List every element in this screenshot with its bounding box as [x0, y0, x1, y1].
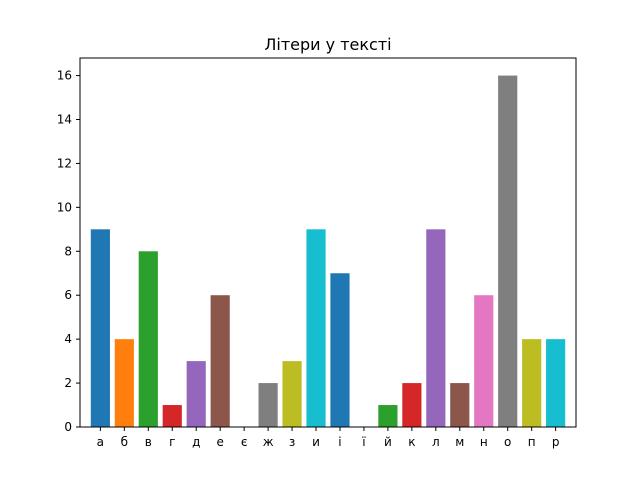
bar-18 — [522, 339, 542, 427]
x-tick-label: л — [432, 435, 440, 449]
x-tick-label: е — [216, 435, 223, 449]
x-tick-label: и — [312, 435, 320, 449]
chart-title: Літери у тексті — [264, 35, 391, 54]
y-tick-label: 4 — [64, 332, 72, 346]
bar-14 — [426, 229, 446, 427]
plot-frame — [79, 57, 577, 428]
x-tick-label: а — [97, 435, 104, 449]
x-tick-label: б — [121, 435, 128, 449]
bar-17 — [498, 75, 518, 428]
x-tick-label: н — [480, 435, 488, 449]
bar-15 — [450, 383, 470, 427]
y-tick-label: 12 — [57, 156, 72, 170]
x-tick-label: і — [338, 435, 341, 449]
y-tick-label: 6 — [64, 288, 72, 302]
x-tick-label: ж — [263, 435, 274, 449]
bar-3 — [162, 405, 182, 427]
bar-0 — [90, 229, 110, 427]
x-tick-label: й — [384, 435, 392, 449]
bar-10 — [330, 273, 350, 427]
x-tick-label: ї — [361, 435, 366, 449]
y-tick-label: 16 — [57, 69, 72, 83]
y-tick-label: 14 — [57, 113, 72, 127]
x-tick-label: м — [455, 435, 464, 449]
bar-12 — [378, 405, 398, 427]
x-tick-label: п — [528, 435, 536, 449]
y-tick-label: 10 — [57, 200, 72, 214]
x-tick-label: г — [169, 435, 175, 449]
bar-4 — [186, 361, 206, 427]
x-tick-label: д — [192, 435, 200, 449]
bar-19 — [546, 339, 566, 427]
x-tick-label: к — [408, 435, 415, 449]
bar-9 — [306, 229, 326, 427]
y-tick-label: 0 — [64, 420, 72, 434]
bar-2 — [138, 251, 158, 427]
y-tick-label: 8 — [64, 244, 72, 258]
x-tick-label: в — [145, 435, 152, 449]
y-tick-label: 2 — [64, 376, 72, 390]
x-tick-label: є — [241, 435, 248, 449]
x-tick-label: р — [552, 435, 560, 449]
bar-5 — [210, 295, 230, 427]
bar-13 — [402, 383, 422, 427]
bar-1 — [114, 339, 134, 427]
bar-7 — [258, 383, 278, 427]
x-tick-label: о — [504, 435, 511, 449]
bar-8 — [282, 361, 302, 427]
x-tick-label: з — [289, 435, 295, 449]
bar-16 — [474, 295, 494, 427]
